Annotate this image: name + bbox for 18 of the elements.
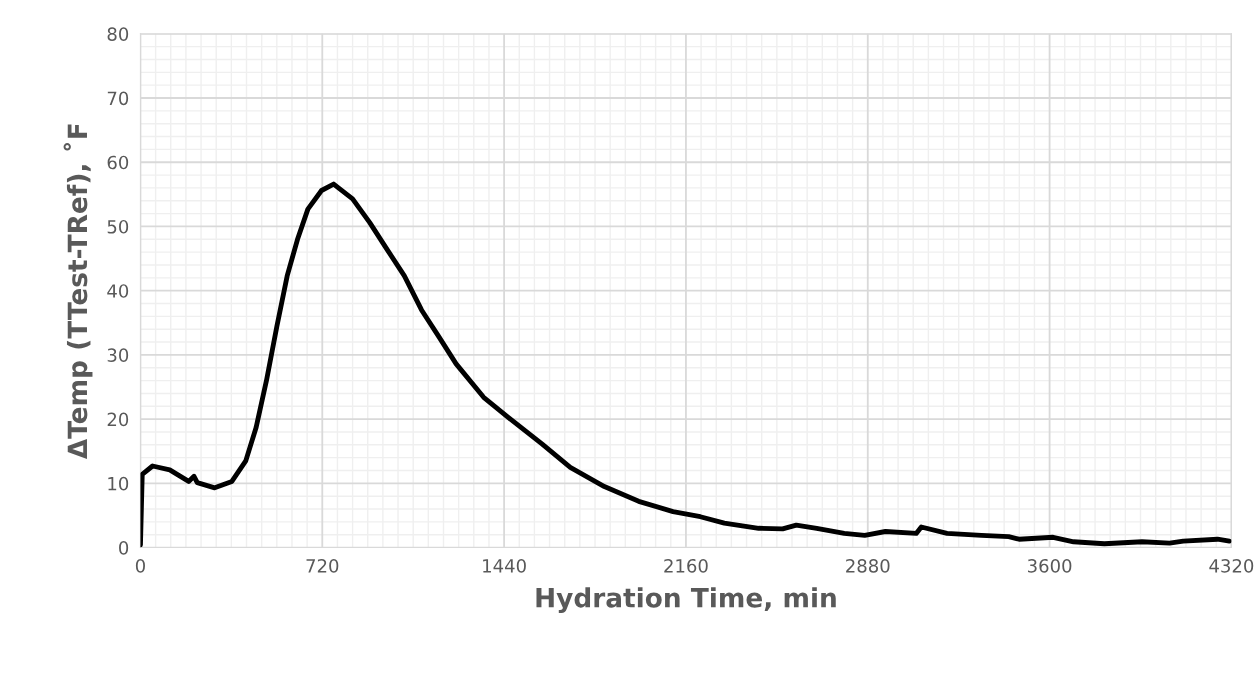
- y-tick-label: 10: [108, 476, 129, 491]
- x-tick-label: 2160: [664, 558, 708, 573]
- y-axis-title: ΔTemp (TTest-TRef), ˚F: [63, 124, 93, 460]
- y-tick-label: 20: [107, 412, 129, 427]
- y-tick-label: 30: [107, 348, 129, 363]
- x-tick-label: 0: [135, 558, 145, 573]
- x-axis-title: Hydration Time, min: [536, 587, 836, 613]
- y-tick-label: 70: [107, 91, 129, 106]
- y-tick-label: 50: [107, 219, 129, 234]
- y-tick-label: 60: [107, 155, 129, 170]
- y-tick-label: 0: [119, 541, 129, 555]
- x-tick-label: 720: [306, 558, 339, 573]
- x-tick-label: 2880: [846, 558, 890, 573]
- y-tick-label: 40: [107, 284, 129, 298]
- y-tick-label: 80: [107, 27, 129, 41]
- x-tick-label: 3600: [1028, 558, 1072, 573]
- x-tick-label: 4320: [1209, 558, 1254, 573]
- x-tick-label: 1440: [483, 558, 526, 573]
